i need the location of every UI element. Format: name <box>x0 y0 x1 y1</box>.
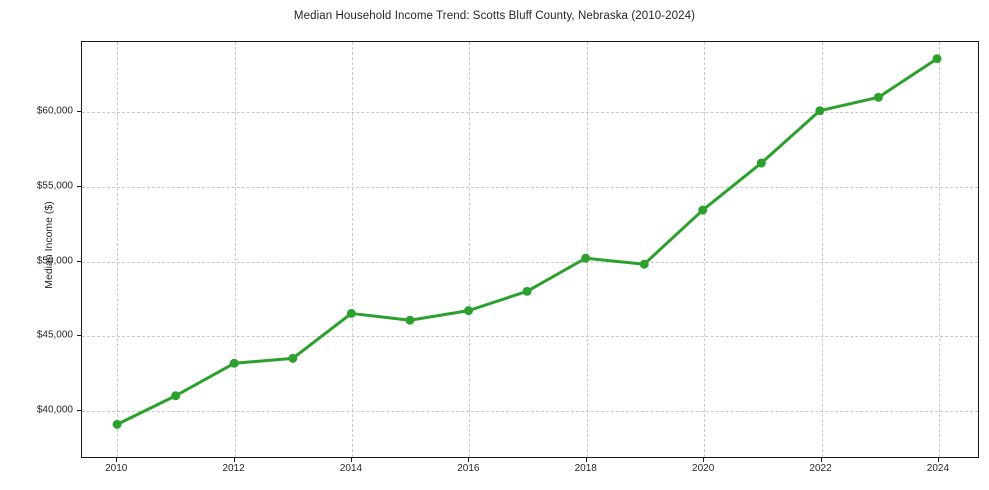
plot-area <box>81 41 979 458</box>
x-axis-tick-mark <box>350 458 352 462</box>
data-point-marker <box>112 419 122 429</box>
data-point-marker <box>873 92 883 102</box>
x-axis-tick-mark <box>468 458 470 462</box>
series-line <box>115 57 939 426</box>
y-axis-label: Median Income ($) <box>42 201 55 289</box>
x-axis-tick-label: 2016 <box>457 463 480 474</box>
gridline-vertical <box>351 42 353 457</box>
y-axis-tick-label: $40,000 <box>36 404 73 416</box>
x-axis-tick-mark <box>233 458 235 462</box>
y-axis-tick-label: $45,000 <box>36 329 73 341</box>
x-axis-tick-label: 2014 <box>339 463 363 474</box>
data-point-marker <box>639 259 649 269</box>
y-axis-tick-mark <box>77 186 81 187</box>
data-point-marker <box>229 358 239 368</box>
data-point-marker <box>698 205 708 215</box>
y-axis-tick-label: $50,000 <box>36 255 73 267</box>
x-axis-tick-mark <box>585 458 587 462</box>
gridline-vertical <box>821 42 823 457</box>
data-point-marker <box>464 306 473 316</box>
line-series-layer <box>112 54 942 429</box>
gridline-vertical <box>586 42 588 457</box>
gridline-horizontal <box>82 261 978 263</box>
x-axis-tick-mark <box>116 458 118 462</box>
data-point-marker <box>171 391 181 401</box>
y-axis-tick-mark <box>77 409 81 411</box>
gridline-vertical <box>704 42 706 457</box>
gridline-horizontal <box>82 112 978 114</box>
chart-title: Median Household Income Trend: Scotts Bl… <box>293 10 696 22</box>
gridline-horizontal <box>82 336 978 338</box>
x-axis-tick-label: 2020 <box>692 463 715 474</box>
data-point-marker <box>288 353 298 363</box>
data-point-marker <box>932 54 942 64</box>
x-axis-tick-label: 2024 <box>926 463 950 474</box>
y-axis-tick-mark <box>77 111 81 113</box>
data-point-marker <box>756 158 766 168</box>
data-point-marker <box>405 315 415 325</box>
x-axis-tick-label: 2022 <box>809 463 832 474</box>
gridline-vertical <box>117 42 119 457</box>
gridline-vertical <box>234 42 236 457</box>
x-axis-tick-label: 2010 <box>105 463 128 474</box>
data-point-marker <box>522 286 532 296</box>
gridline-vertical <box>469 42 471 457</box>
y-axis-tick-mark <box>77 260 81 262</box>
data-point-marker <box>346 308 356 318</box>
x-axis-tick-mark <box>820 458 822 462</box>
data-point-marker <box>581 253 591 263</box>
x-axis-tick-label: 2012 <box>222 463 245 474</box>
y-axis-label-container: Median Income ($) <box>0 0 55 490</box>
x-axis-tick-mark <box>703 458 705 462</box>
x-axis-tick-label: 2018 <box>574 463 597 474</box>
y-axis-tick-mark <box>77 335 81 337</box>
gridline-horizontal <box>82 410 978 412</box>
y-axis-tick-label: $55,000 <box>36 180 73 192</box>
gridline-horizontal <box>82 187 978 188</box>
x-axis-tick-mark <box>937 458 939 462</box>
y-axis-tick-label: $60,000 <box>36 105 73 117</box>
data-point-marker <box>815 106 825 116</box>
gridline-vertical <box>938 42 940 457</box>
